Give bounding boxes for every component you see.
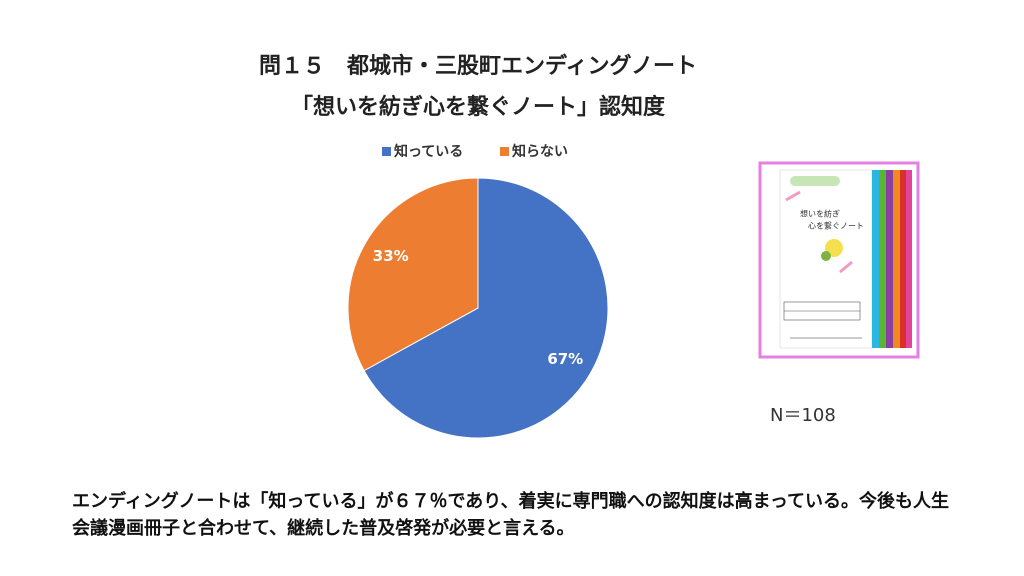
chart: 問１５ 都城市・三股町エンディングノート 「想いを紡ぎ心を繋ぐノート」認知度 N… <box>259 53 920 439</box>
stripe <box>893 170 900 348</box>
footer-text: エンディングノートは「知っている」が６７％であり、着実に専門職への認知度は高まっ… <box>72 491 949 539</box>
legend-swatch <box>382 147 391 156</box>
stripe <box>886 170 893 348</box>
pie-slice <box>363 177 609 439</box>
stripe <box>900 170 906 348</box>
pie-slice <box>347 177 479 372</box>
cover-badge <box>790 176 840 186</box>
chart-title: 問１５ 都城市・三股町エンディングノート <box>259 53 697 79</box>
stripe <box>879 170 886 348</box>
legend-label: 知っている <box>394 143 463 160</box>
stripe <box>872 170 879 348</box>
annotation: N＝108 <box>770 405 836 426</box>
data-label: 33% <box>373 247 409 265</box>
legend-label: 知らない <box>512 143 568 160</box>
arrow <box>785 190 801 202</box>
cover-text: 心を繋ぐノート <box>808 221 864 231</box>
chart-subtitle: 「想いを紡ぎ心を繋ぐノート」認知度 <box>291 94 666 120</box>
cover-text: 想いを紡ぎ <box>800 209 840 219</box>
notebook-image: 想いを紡ぎ 心を繋ぐノート <box>758 161 920 359</box>
legend-swatch <box>500 147 509 156</box>
leaf <box>821 251 831 261</box>
data-label: 67% <box>547 350 583 368</box>
stripe <box>906 170 912 348</box>
arrow <box>839 260 853 274</box>
